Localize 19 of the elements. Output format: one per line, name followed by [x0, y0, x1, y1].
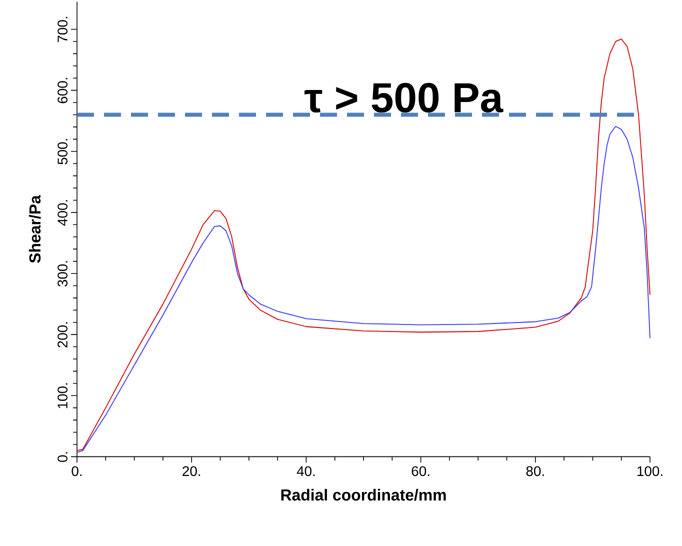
- y-tick-label: 600.: [58, 78, 68, 104]
- x-tick-label: 20.: [182, 466, 200, 476]
- ref-line-label: τ > 500 Pa: [304, 82, 504, 113]
- x-tick-label: 0.: [72, 466, 82, 476]
- x-tick-label: 100.: [637, 466, 662, 476]
- y-axis-title: Shear/Pa: [28, 195, 41, 263]
- y-tick-label: 500.: [58, 139, 68, 164]
- x-tick-label: 60.: [412, 466, 430, 476]
- y-tick-label: 200.: [58, 322, 68, 348]
- x-axis-title: Radial coordinate/mm: [281, 488, 446, 501]
- line-series: [76, 126, 650, 453]
- y-tick-label: 400.: [58, 200, 68, 226]
- x-tick-label: 80.: [526, 466, 544, 476]
- x-tick-label: 40.: [296, 466, 315, 476]
- y-tick-label: 300.: [58, 261, 68, 287]
- y-tick-label: 700.: [58, 16, 68, 42]
- y-tick-label: 0.: [58, 452, 68, 462]
- y-tick-label: 100.: [58, 383, 68, 408]
- line-series: [76, 38, 650, 452]
